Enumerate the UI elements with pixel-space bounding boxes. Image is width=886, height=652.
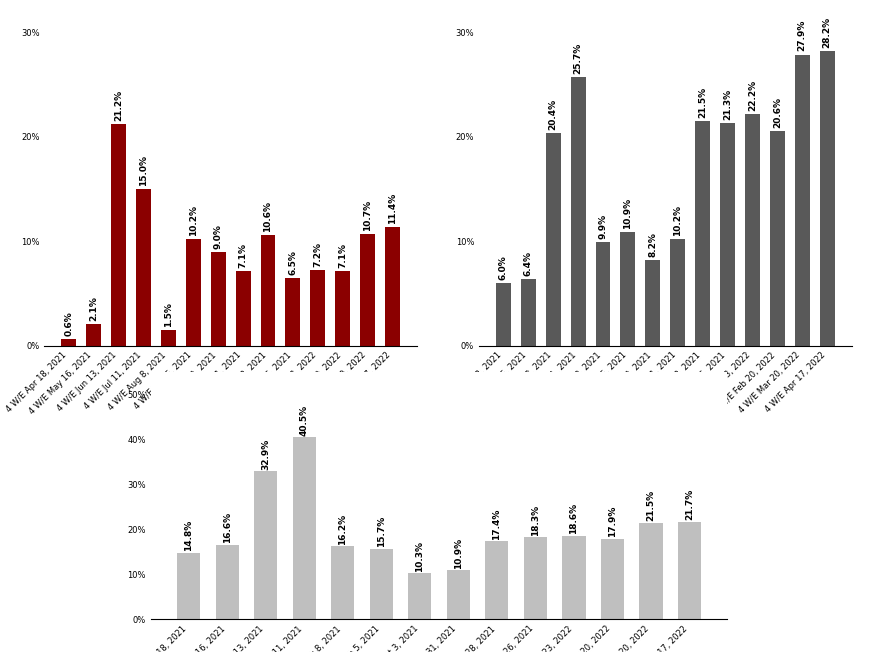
Bar bbox=[447, 570, 470, 619]
Bar bbox=[236, 271, 250, 346]
Text: 9.0%: 9.0% bbox=[214, 224, 222, 248]
Text: 10.3%: 10.3% bbox=[415, 541, 424, 572]
Text: 16.6%: 16.6% bbox=[222, 512, 231, 543]
Bar bbox=[545, 133, 560, 346]
Text: 8.2%: 8.2% bbox=[648, 232, 657, 257]
Bar bbox=[260, 235, 276, 346]
Text: 20.4%: 20.4% bbox=[548, 98, 557, 130]
Text: 11.4%: 11.4% bbox=[387, 192, 397, 224]
Bar bbox=[670, 239, 684, 346]
Bar bbox=[595, 243, 610, 346]
Text: 10.2%: 10.2% bbox=[672, 205, 681, 236]
Text: 21.5%: 21.5% bbox=[697, 87, 706, 118]
Text: 22.2%: 22.2% bbox=[747, 80, 756, 111]
Text: 21.3%: 21.3% bbox=[722, 89, 731, 120]
Legend: Food & Beverage: Food & Beverage bbox=[173, 545, 288, 556]
Bar bbox=[619, 232, 634, 346]
Text: 7.1%: 7.1% bbox=[338, 243, 346, 269]
Bar bbox=[385, 227, 400, 346]
Text: 21.2%: 21.2% bbox=[114, 90, 123, 121]
Text: 6.0%: 6.0% bbox=[498, 255, 508, 280]
Bar bbox=[185, 239, 200, 346]
Text: 2.1%: 2.1% bbox=[89, 295, 98, 321]
Bar bbox=[285, 278, 300, 346]
Text: 0.6%: 0.6% bbox=[64, 312, 74, 336]
Text: 28.2%: 28.2% bbox=[821, 17, 831, 48]
Text: 21.7%: 21.7% bbox=[684, 489, 693, 520]
Bar bbox=[562, 535, 585, 619]
Bar bbox=[111, 125, 126, 346]
Bar bbox=[310, 271, 325, 346]
Text: 32.9%: 32.9% bbox=[260, 439, 270, 470]
Text: 14.8%: 14.8% bbox=[184, 520, 193, 552]
Bar bbox=[335, 271, 350, 346]
Text: 1.5%: 1.5% bbox=[164, 302, 173, 327]
Text: 6.4%: 6.4% bbox=[524, 250, 532, 276]
Bar bbox=[215, 544, 238, 619]
Text: 10.9%: 10.9% bbox=[454, 538, 462, 569]
Bar bbox=[160, 330, 175, 346]
Bar bbox=[408, 573, 431, 619]
Bar bbox=[495, 283, 510, 346]
Bar bbox=[177, 553, 200, 619]
Bar bbox=[253, 471, 277, 619]
Text: 18.6%: 18.6% bbox=[569, 503, 578, 534]
Text: 27.9%: 27.9% bbox=[797, 20, 805, 52]
Text: 6.5%: 6.5% bbox=[288, 250, 297, 274]
Text: 17.4%: 17.4% bbox=[492, 509, 501, 540]
Bar bbox=[639, 522, 662, 619]
Bar bbox=[136, 189, 151, 346]
Bar bbox=[485, 541, 508, 619]
Legend: Health & Beauty: Health & Beauty bbox=[609, 545, 720, 556]
Bar bbox=[769, 130, 784, 346]
Bar bbox=[794, 55, 809, 346]
Bar bbox=[819, 52, 834, 346]
Bar bbox=[524, 537, 547, 619]
Bar bbox=[61, 339, 76, 346]
Text: 10.2%: 10.2% bbox=[189, 205, 198, 236]
Text: 10.6%: 10.6% bbox=[263, 201, 272, 232]
Bar bbox=[695, 121, 710, 346]
Text: 7.2%: 7.2% bbox=[313, 243, 322, 267]
Bar bbox=[211, 252, 225, 346]
Bar bbox=[369, 549, 392, 619]
Text: 40.5%: 40.5% bbox=[299, 404, 308, 436]
Bar bbox=[360, 234, 375, 346]
Text: 25.7%: 25.7% bbox=[573, 43, 582, 74]
Text: 15.0%: 15.0% bbox=[139, 155, 148, 186]
Bar bbox=[719, 123, 734, 346]
Bar bbox=[677, 522, 700, 619]
Text: 15.7%: 15.7% bbox=[377, 516, 385, 547]
Text: 21.5%: 21.5% bbox=[646, 490, 655, 521]
Text: 7.1%: 7.1% bbox=[238, 243, 247, 269]
Bar bbox=[570, 78, 585, 346]
Bar bbox=[600, 539, 624, 619]
Text: 16.2%: 16.2% bbox=[338, 514, 346, 545]
Bar bbox=[744, 114, 759, 346]
Bar bbox=[520, 279, 535, 346]
Bar bbox=[86, 323, 101, 346]
Text: 10.9%: 10.9% bbox=[623, 198, 632, 229]
Bar bbox=[645, 260, 659, 346]
Text: 10.7%: 10.7% bbox=[362, 200, 371, 231]
Text: 9.9%: 9.9% bbox=[598, 214, 607, 239]
Bar bbox=[292, 437, 315, 619]
Text: 20.6%: 20.6% bbox=[772, 96, 781, 128]
Bar bbox=[330, 546, 354, 619]
Text: 18.3%: 18.3% bbox=[531, 505, 540, 535]
Text: 17.9%: 17.9% bbox=[607, 506, 617, 537]
